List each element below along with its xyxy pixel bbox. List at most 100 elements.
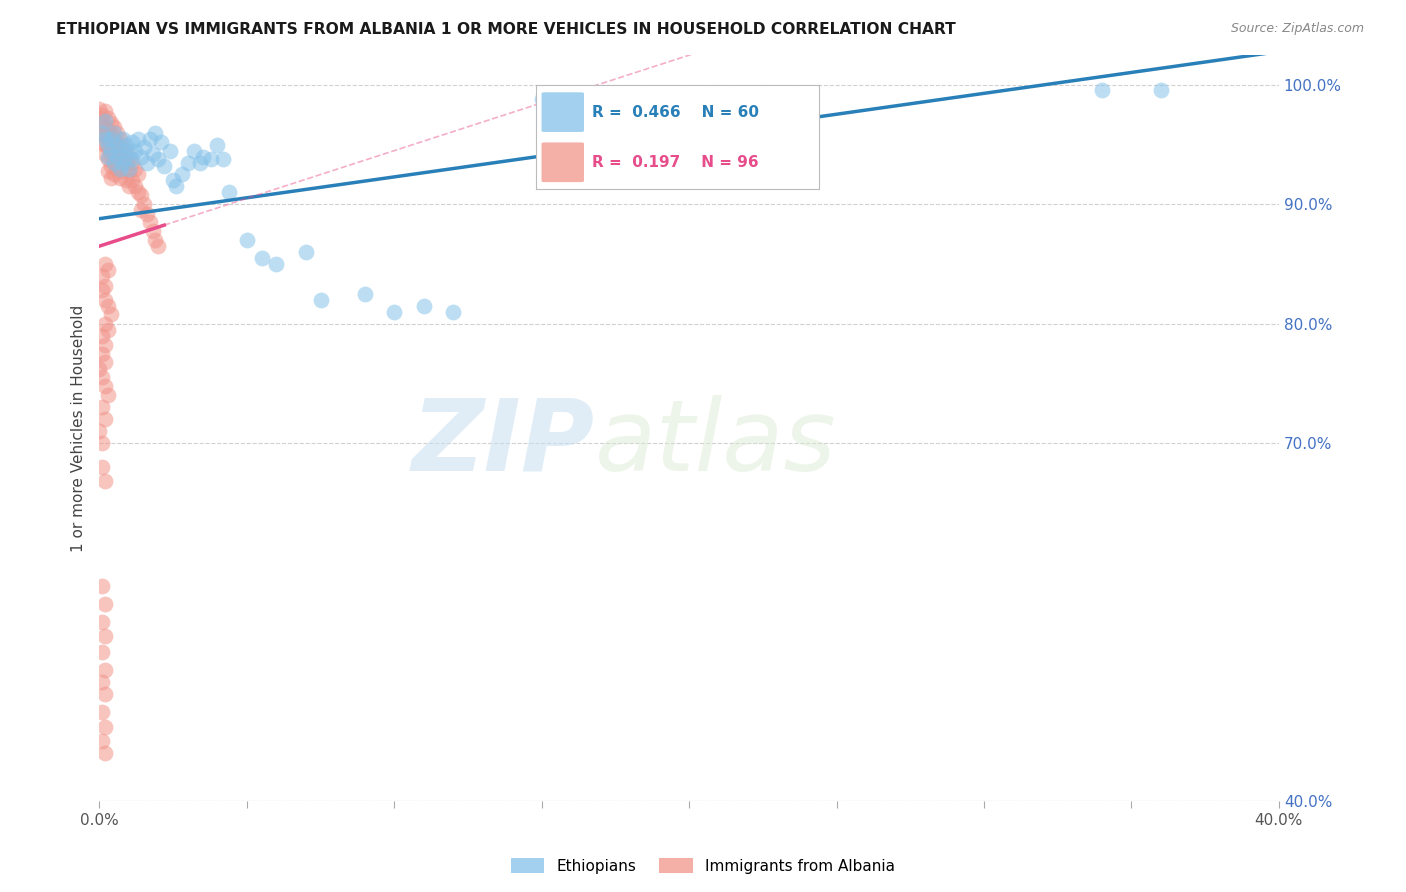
Point [138,215,160,229]
Point [91,126,114,140]
Point [105,137,128,152]
Point [103,155,125,169]
Point [115,155,138,169]
Point [94,747,117,761]
Point [115,144,138,158]
Point [412,299,434,313]
Point [121,152,143,166]
Text: ETHIOPIAN VS IMMIGRANTS FROM ALBANIA 1 OR MORE VEHICLES IN HOUSEHOLD CORRELATION: ETHIOPIAN VS IMMIGRANTS FROM ALBANIA 1 O… [56,22,956,37]
Point [309,293,332,307]
Point [108,144,131,158]
Text: Source: ZipAtlas.com: Source: ZipAtlas.com [1230,22,1364,36]
Point [91,645,114,659]
Point [91,705,114,719]
Point [94,137,117,152]
Point [145,126,167,140]
Point [127,131,149,145]
Point [91,436,114,450]
Point [94,720,117,734]
Point [91,734,114,748]
Point [207,137,229,152]
Point [97,299,120,313]
Point [97,152,120,166]
Point [124,179,146,194]
Point [94,128,117,142]
Point [141,147,163,161]
Point [200,152,222,166]
Point [115,150,138,164]
Point [111,131,134,145]
Point [89,102,111,116]
Point [129,187,152,202]
Point [108,155,131,169]
Point [97,140,120,154]
Point [100,171,122,186]
Point [91,328,114,343]
Point [103,155,125,169]
Point [132,197,155,211]
Point [103,168,125,182]
Point [177,155,200,169]
Point [127,168,149,182]
Point [94,317,117,331]
Point [91,674,114,689]
Point [105,126,128,140]
Point [103,144,125,158]
Point [91,615,114,629]
Point [103,120,125,134]
Point [132,140,155,154]
Point [135,207,157,221]
Point [94,687,117,701]
Point [91,346,114,360]
Point [441,305,464,319]
Point [153,159,176,173]
Point [91,126,114,140]
Point [97,323,120,337]
Point [100,116,122,130]
Point [353,286,375,301]
Point [162,173,184,187]
Point [97,137,120,152]
Point [94,412,117,426]
Point [94,475,117,489]
Point [108,161,131,176]
Point [118,161,141,176]
Point [100,128,122,142]
Point [105,150,128,164]
Point [103,131,125,145]
Point [121,173,143,187]
Point [111,137,134,152]
Point [94,131,117,145]
Point [129,203,152,218]
Y-axis label: 1 or more Vehicles in Household: 1 or more Vehicles in Household [72,304,86,552]
Point [89,112,111,126]
Point [91,268,114,283]
Point [138,131,160,145]
Point [118,179,141,194]
Point [530,92,553,106]
Point [91,401,114,415]
Text: ZIP: ZIP [412,394,595,491]
Point [91,108,114,122]
Point [295,245,318,260]
Point [97,112,120,126]
Point [105,150,128,164]
Point [91,283,114,297]
Point [100,137,122,152]
Point [124,144,146,158]
Point [236,233,259,247]
Point [118,144,141,158]
Point [118,150,141,164]
Point [165,179,187,194]
Point [111,150,134,164]
Point [94,597,117,611]
Point [129,150,152,164]
Point [159,144,181,158]
Point [94,120,117,134]
Point [94,355,117,369]
Point [100,144,122,158]
Point [111,164,134,178]
Point [183,144,205,158]
Point [188,155,211,169]
Point [127,186,149,200]
